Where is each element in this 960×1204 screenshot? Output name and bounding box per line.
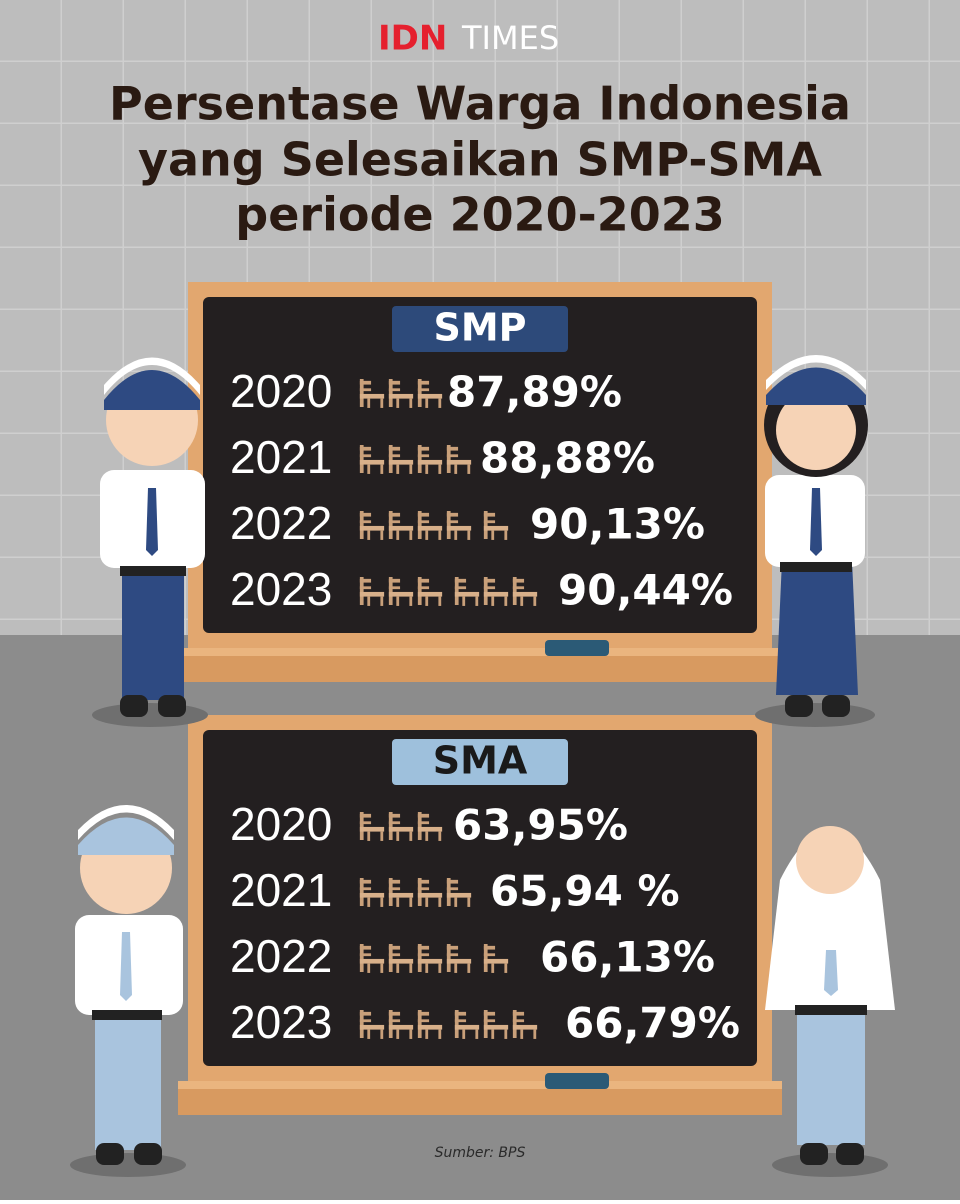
source: Sumber: BPS <box>435 1145 526 1161</box>
row-value: 66,13% <box>540 933 715 982</box>
student-girl-bottom <box>765 826 895 1177</box>
logo-brand: IDN <box>378 19 447 59</box>
board-label: SMA <box>433 739 528 783</box>
eraser <box>545 1073 609 1089</box>
board-surface <box>203 297 757 633</box>
row-value: 90,44% <box>558 566 733 615</box>
eraser <box>545 640 609 656</box>
row-year: 2020 <box>230 798 332 850</box>
row-year: 2023 <box>230 996 332 1048</box>
title-line: periode 2020-2023 <box>235 188 724 242</box>
row-value: 66,79% <box>565 999 740 1048</box>
student-boy-bottom <box>70 805 186 1177</box>
row-value: 88,88% <box>480 434 655 483</box>
row-year: 2021 <box>230 431 332 483</box>
chalkboard: SMA 2020 63,95% 2021 65,94 % 2022 66,13% 2023 66… <box>178 715 782 1115</box>
row-year: 2021 <box>230 864 332 916</box>
row-value: 65,94 % <box>490 867 680 916</box>
logo: IDN TIMES <box>378 19 559 59</box>
board-label: SMP <box>433 306 526 350</box>
board-label-bg <box>392 306 568 352</box>
row-year: 2022 <box>230 497 332 549</box>
board-surface <box>203 730 757 1066</box>
title-line: yang Selesaikan SMP-SMA <box>138 133 822 187</box>
board-ledge-top <box>178 648 782 656</box>
student-girl-top <box>755 355 875 727</box>
row-value: 87,89% <box>447 368 622 417</box>
title-line: Persentase Warga Indonesia <box>109 77 851 131</box>
student-boy-top <box>92 357 208 727</box>
row-value: 90,13% <box>530 500 705 549</box>
board-label-bg <box>392 739 568 785</box>
row-year: 2023 <box>230 563 332 615</box>
board-ledge-top <box>178 1081 782 1089</box>
chalkboard: SMP 2020 87,89% 2021 88,88% 2022 90,13% 2023 90,… <box>178 282 782 682</box>
row-year: 2022 <box>230 930 332 982</box>
row-value: 63,95% <box>453 801 628 850</box>
logo-name: TIMES <box>461 19 559 57</box>
row-year: 2020 <box>230 365 332 417</box>
